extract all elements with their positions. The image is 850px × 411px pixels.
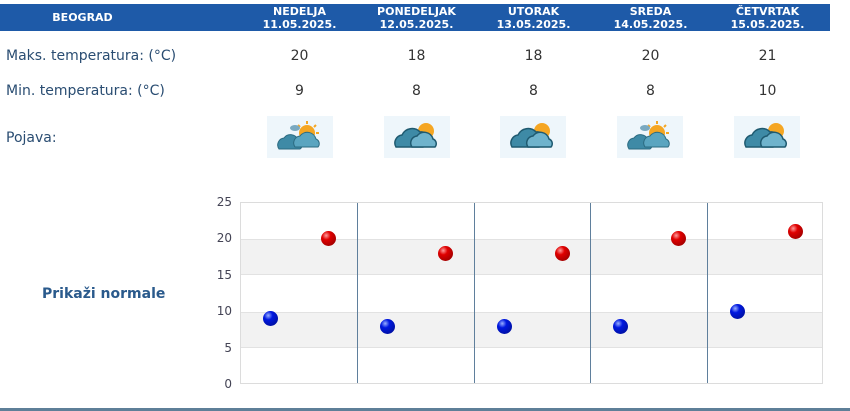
day-divider [590, 203, 591, 383]
min-temp-marker [497, 319, 512, 334]
y-tick: 5 [224, 341, 232, 355]
show-normals-link[interactable]: Prikaži normale [42, 286, 166, 302]
city-name: BEOGRAD [52, 11, 113, 24]
day-header-5: ČETVRTAK 15.05.2025. [709, 5, 826, 32]
day-header-2: PONEDELJAK 12.05.2025. [358, 5, 475, 32]
cloudy-sun-icon [734, 116, 800, 158]
day-name: ČETVRTAK [735, 5, 800, 18]
y-tick: 10 [216, 304, 232, 318]
day-date: 11.05.2025. [262, 18, 337, 31]
day-date: 14.05.2025. [613, 18, 688, 31]
y-tick: 25 [216, 195, 232, 209]
y-tick: 0 [224, 377, 232, 391]
partly-cloudy-sun-icon [617, 116, 683, 158]
min-temp-value: 8 [412, 83, 421, 99]
max-temp-marker [438, 246, 453, 261]
max-temp-marker [671, 231, 686, 246]
max-temp-value: 18 [524, 48, 543, 64]
bottom-divider [0, 408, 850, 411]
max-temp-value: 18 [407, 48, 426, 64]
day-divider [357, 203, 358, 383]
max-temp-marker [555, 246, 570, 261]
day-header-3: UTORAK 13.05.2025. [475, 5, 592, 32]
y-tick: 20 [216, 231, 232, 245]
day-name: UTORAK [507, 5, 560, 18]
min-temp-marker [613, 319, 628, 334]
day-header-1: NEDELJA 11.05.2025. [241, 5, 358, 32]
max-temp-value: 21 [758, 48, 777, 64]
day-header-4: SREDA 14.05.2025. [592, 5, 709, 32]
min-temp-value: 8 [646, 83, 655, 99]
grid-band [241, 239, 822, 276]
y-tick: 15 [216, 268, 232, 282]
partly-cloudy-sun-icon [267, 116, 333, 158]
max-temp-value: 20 [641, 48, 660, 64]
day-name: PONEDELJAK [377, 5, 456, 18]
min-temp-value: 8 [529, 83, 538, 99]
min-temp-marker [730, 304, 745, 319]
day-divider [474, 203, 475, 383]
min-temp-marker [263, 311, 278, 326]
min-temp-marker [380, 319, 395, 334]
day-name: SREDA [629, 5, 672, 18]
day-date: 12.05.2025. [379, 18, 454, 31]
phenomenon-label: Pojava: [6, 130, 57, 146]
max-temp-marker [788, 224, 803, 239]
day-date: 15.05.2025. [730, 18, 805, 31]
max-temp-label: Maks. temperatura: (°C) [6, 48, 177, 64]
temperature-chart [240, 202, 823, 384]
max-temp-value: 20 [290, 48, 309, 64]
day-name: NEDELJA [273, 5, 326, 18]
cloudy-sun-icon [384, 116, 450, 158]
day-divider [707, 203, 708, 383]
day-date: 13.05.2025. [496, 18, 571, 31]
max-temp-marker [321, 231, 336, 246]
grid-band [241, 312, 822, 349]
min-temp-value: 9 [295, 83, 304, 99]
forecast-header: BEOGRAD NEDELJA 11.05.2025. PONEDELJAK 1… [0, 4, 830, 31]
cloudy-sun-icon [500, 116, 566, 158]
min-temp-label: Min. temperatura: (°C) [6, 83, 165, 99]
min-temp-value: 10 [758, 83, 777, 99]
